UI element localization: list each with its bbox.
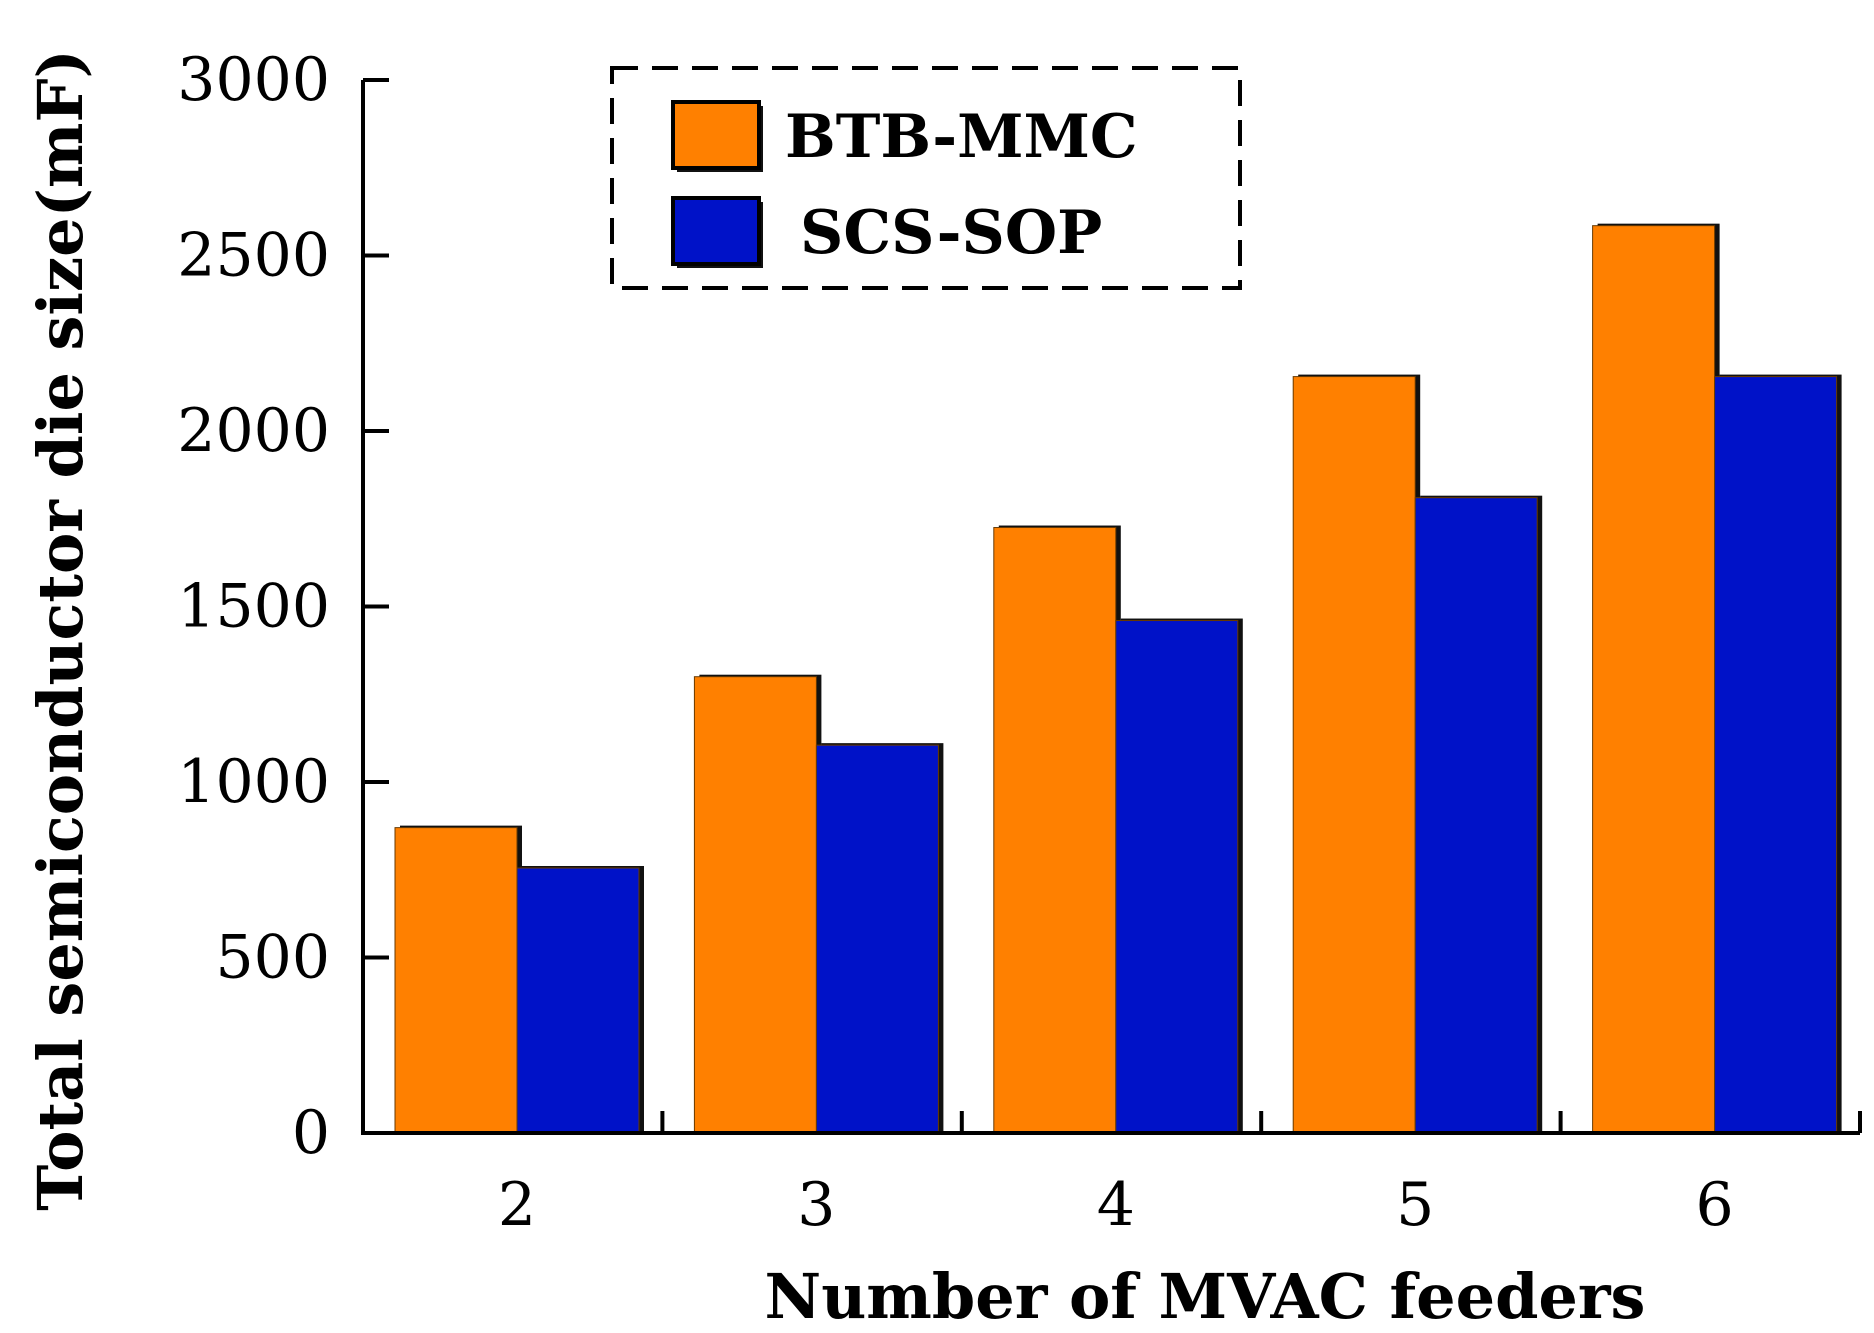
x-tick-label: 5 [1396, 1170, 1434, 1240]
bar-scs-sop-6 [1714, 376, 1838, 1134]
bar-scs-sop-3 [815, 744, 939, 1134]
legend-label-btb-mmc: BTB-MMC [785, 102, 1138, 172]
y-tick-label: 500 [215, 923, 330, 993]
ticks-layer: 0 500 1000 1500 2000 2500 3000 2 3 4 5 6 [177, 45, 1862, 1240]
y-tick-label: 2000 [177, 396, 330, 466]
legend: BTB-MMC SCS-SOP [610, 66, 1242, 290]
bar-scs-sop-5 [1414, 497, 1538, 1134]
bar-scs-sop-4 [1115, 620, 1239, 1134]
bars-layer [394, 223, 1842, 1134]
legend-frame [610, 66, 1242, 290]
y-tick-label: 2500 [177, 221, 330, 291]
legend-swatch-scs-sop [671, 196, 761, 266]
y-axis-title: Total semiconductor die size(mF) [24, 49, 97, 1211]
x-tick-label: 3 [797, 1170, 835, 1240]
y-tick-label: 1000 [177, 747, 330, 817]
bar-btb-mmc-4 [993, 527, 1117, 1134]
y-tick-label: 0 [292, 1098, 330, 1168]
bar-btb-mmc-6 [1592, 225, 1716, 1134]
bar-btb-mmc-2 [394, 827, 518, 1134]
legend-swatch-btb-mmc [671, 100, 761, 170]
bar-btb-mmc-5 [1292, 376, 1416, 1134]
legend-label-scs-sop: SCS-SOP [800, 198, 1102, 268]
x-tick-label: 2 [498, 1170, 536, 1240]
bar-btb-mmc-3 [693, 676, 817, 1134]
y-tick-label: 3000 [177, 45, 330, 115]
bar-scs-sop-2 [516, 867, 640, 1134]
x-tick-label: 4 [1097, 1170, 1135, 1240]
x-tick-label: 6 [1696, 1170, 1734, 1240]
y-tick-label: 1500 [177, 572, 330, 642]
x-axis-title: Number of MVAC feeders [765, 1260, 1646, 1333]
